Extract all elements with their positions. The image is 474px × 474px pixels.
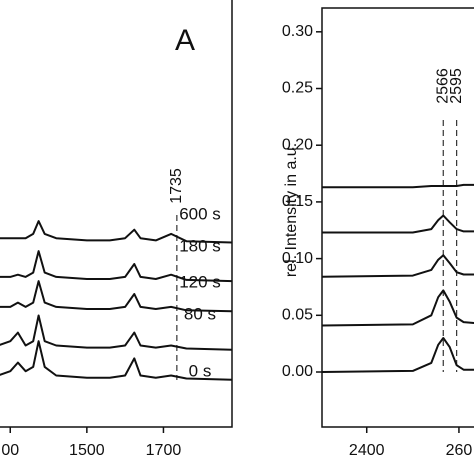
series-label: 0 s <box>189 361 212 380</box>
y-tick-label: 0.30 <box>282 23 313 40</box>
x-tick-label: 1700 <box>146 442 182 459</box>
series-label: 120 s <box>179 272 221 291</box>
marker-label: 2595 <box>448 68 465 104</box>
spectrum-line <box>322 183 474 189</box>
series-label: 80 s <box>184 304 216 323</box>
y-tick-label: 0.00 <box>282 363 313 380</box>
x-tick-label: 2400 <box>349 442 385 459</box>
spectrum-line <box>0 220 233 244</box>
spectrum-line <box>0 340 233 381</box>
x-tick-label: 260 <box>446 442 473 459</box>
y-tick-label: 0.05 <box>282 307 313 324</box>
y-tick-label: 0.25 <box>282 80 313 97</box>
series-label: 180 s <box>179 236 221 255</box>
x-tick-label: 1500 <box>69 442 105 459</box>
marker-label: 2566 <box>434 68 451 104</box>
spectrum-line <box>322 214 474 234</box>
spectrum-line <box>321 254 474 278</box>
plot-frame <box>0 0 233 428</box>
spectrum-line <box>0 250 233 283</box>
plot-frame <box>321 7 474 428</box>
spectrum-line <box>321 337 474 373</box>
x-tick-label: 00 <box>1 442 19 459</box>
spectrum-line <box>0 280 233 313</box>
spectrum-line <box>321 289 474 327</box>
y-tick-label: 0.15 <box>282 193 313 210</box>
y-tick-label: 0.10 <box>282 250 313 267</box>
y-axis-label: rel. Intensity in a.u. <box>283 143 300 277</box>
spectrum-line <box>0 314 233 351</box>
panel-label: A <box>175 24 195 57</box>
series-label: 600 s <box>179 204 221 223</box>
y-tick-label: 0.20 <box>282 136 313 153</box>
marker-label: 1735 <box>168 168 185 204</box>
